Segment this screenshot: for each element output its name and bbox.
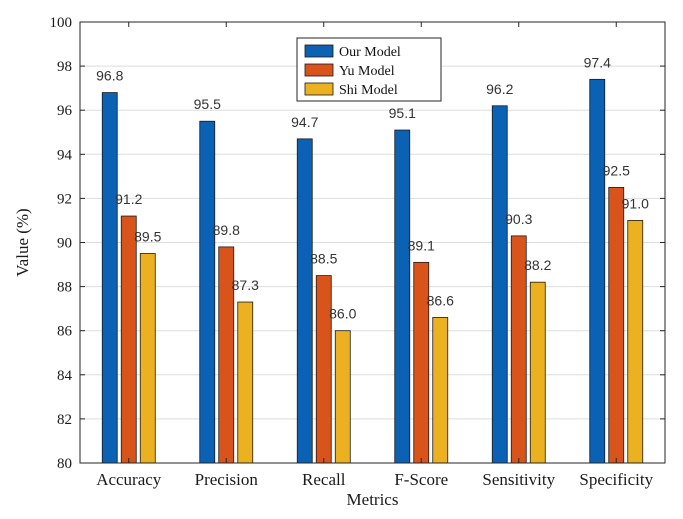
bar	[296, 138, 313, 464]
y-tick-label: 80	[57, 456, 72, 472]
data-label: 89.5	[134, 229, 161, 245]
legend-swatch	[304, 63, 334, 77]
data-labels: 96.8 91.2 89.5 95.5 89.8 87.3 94.7 88.5 86.0 95.1…	[96, 54, 649, 321]
data-label: 95.5	[194, 96, 221, 112]
data-label: 88.2	[524, 257, 551, 273]
x-axis-ticks: Accuracy Precision Recall F-Score Sensitivit…	[96, 22, 654, 489]
bar	[101, 92, 118, 464]
bar	[120, 215, 137, 464]
y-tick-label: 98	[57, 59, 72, 75]
data-label: 92.5	[603, 162, 630, 178]
y-tick-label: 92	[57, 191, 72, 207]
x-tick-label: Precision	[195, 470, 259, 489]
legend-label: Yu Model	[339, 64, 395, 79]
y-axis-ticks: 80 82 84 86 88 90 92 94 96 98 100	[50, 15, 665, 472]
bar	[627, 220, 644, 464]
bar	[315, 275, 332, 464]
data-label: 89.1	[408, 237, 435, 253]
bar	[394, 129, 411, 464]
data-label: 97.4	[584, 54, 611, 70]
y-tick-label: 100	[50, 15, 73, 31]
data-label: 86.0	[329, 306, 356, 322]
bar	[529, 281, 546, 464]
data-label: 91.2	[115, 191, 142, 207]
data-label: 87.3	[232, 277, 259, 293]
legend-swatch	[304, 82, 334, 96]
bar	[199, 120, 216, 464]
legend-label: Our Model	[339, 45, 401, 60]
data-label: 94.7	[291, 114, 318, 130]
bar	[334, 330, 351, 464]
data-label: 86.6	[427, 292, 454, 308]
data-label: 88.5	[310, 251, 337, 267]
data-label: 96.2	[486, 81, 513, 97]
y-tick-label: 86	[57, 324, 73, 340]
y-tick-label: 82	[57, 412, 72, 428]
y-tick-label: 90	[57, 236, 72, 252]
x-tick-label: F-Score	[394, 470, 448, 489]
bar	[491, 105, 508, 464]
x-axis-label: Metrics	[347, 490, 399, 509]
x-tick-label: Recall	[302, 470, 346, 489]
data-label: 96.8	[96, 68, 123, 84]
bar	[589, 78, 606, 464]
y-tick-label: 84	[57, 368, 73, 384]
y-axis-label: Value (%)	[13, 208, 32, 276]
y-tick-label: 94	[57, 147, 73, 163]
data-label: 91.0	[622, 195, 649, 211]
bar	[432, 317, 449, 464]
legend: Our Model Yu Model Shi Model	[296, 37, 442, 102]
legend-label: Shi Model	[339, 83, 398, 98]
bar	[237, 301, 254, 464]
x-tick-label: Specificity	[579, 470, 653, 489]
data-label: 89.8	[213, 222, 240, 238]
y-tick-label: 96	[57, 103, 73, 119]
legend-swatch	[304, 44, 334, 58]
data-label: 90.3	[505, 211, 532, 227]
x-tick-label: Sensitivity	[482, 470, 555, 489]
bar	[608, 186, 625, 464]
bar	[139, 253, 156, 464]
y-tick-label: 88	[57, 280, 72, 296]
x-tick-label: Accuracy	[96, 470, 162, 489]
data-label: 95.1	[389, 105, 416, 121]
